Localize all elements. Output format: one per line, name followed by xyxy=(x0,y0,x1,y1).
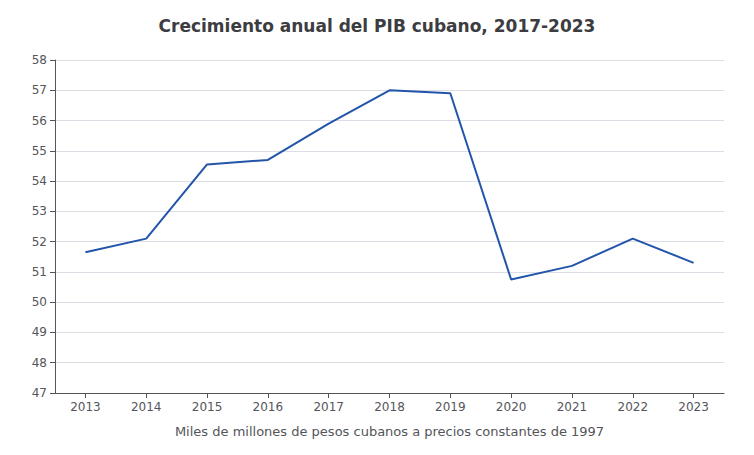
svg-text:48: 48 xyxy=(32,356,47,370)
svg-text:58: 58 xyxy=(32,53,47,67)
svg-text:47: 47 xyxy=(32,386,47,400)
svg-text:55: 55 xyxy=(32,144,47,158)
svg-text:2017: 2017 xyxy=(313,400,344,414)
svg-text:2021: 2021 xyxy=(557,400,588,414)
svg-text:51: 51 xyxy=(32,265,47,279)
svg-text:2014: 2014 xyxy=(131,400,162,414)
svg-text:2013: 2013 xyxy=(70,400,101,414)
svg-text:Miles de millones de pesos cub: Miles de millones de pesos cubanos a pre… xyxy=(175,424,604,439)
svg-text:2015: 2015 xyxy=(192,400,223,414)
svg-text:53: 53 xyxy=(32,204,47,218)
svg-text:52: 52 xyxy=(32,235,47,249)
svg-text:2020: 2020 xyxy=(496,400,527,414)
svg-text:57: 57 xyxy=(32,83,47,97)
svg-text:54: 54 xyxy=(32,174,47,188)
svg-text:2022: 2022 xyxy=(617,400,648,414)
svg-text:2018: 2018 xyxy=(374,400,405,414)
svg-text:Crecimiento anual del PIB cuba: Crecimiento anual del PIB cubano, 2017-2… xyxy=(159,16,596,36)
svg-text:50: 50 xyxy=(32,295,47,309)
svg-text:2023: 2023 xyxy=(678,400,709,414)
svg-text:2019: 2019 xyxy=(435,400,466,414)
svg-text:49: 49 xyxy=(32,325,47,339)
svg-text:56: 56 xyxy=(32,114,47,128)
svg-text:2016: 2016 xyxy=(253,400,284,414)
